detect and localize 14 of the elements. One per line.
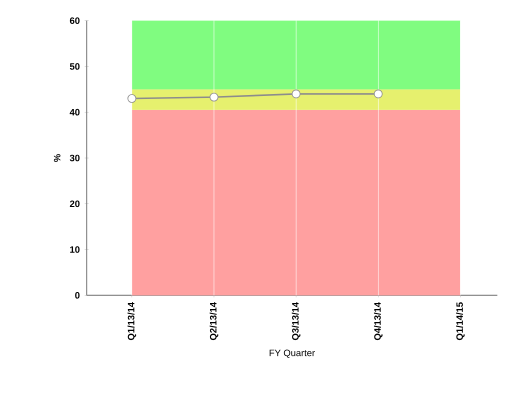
y-tick-label: 0 xyxy=(75,292,80,299)
x-tick-label: Q4/13/14 xyxy=(374,302,383,340)
y-tick-label: 20 xyxy=(70,200,80,208)
x-tick-label: Q3/13/14 xyxy=(292,302,300,340)
y-tick-label: 60 xyxy=(70,17,80,24)
y-axis-title: % xyxy=(54,154,60,162)
y-tick-label: 50 xyxy=(70,63,80,70)
x-tick-label: Q1/13/14 xyxy=(128,302,136,340)
x-tick-label: Q1/14/15 xyxy=(456,302,465,340)
y-tick-label: 10 xyxy=(70,246,80,253)
x-tick-label: Q2/13/14 xyxy=(210,302,218,340)
y-tick-label: 40 xyxy=(70,108,80,116)
x-axis-title: FY Quarter xyxy=(270,350,315,358)
y-tick-label: 30 xyxy=(70,154,80,162)
